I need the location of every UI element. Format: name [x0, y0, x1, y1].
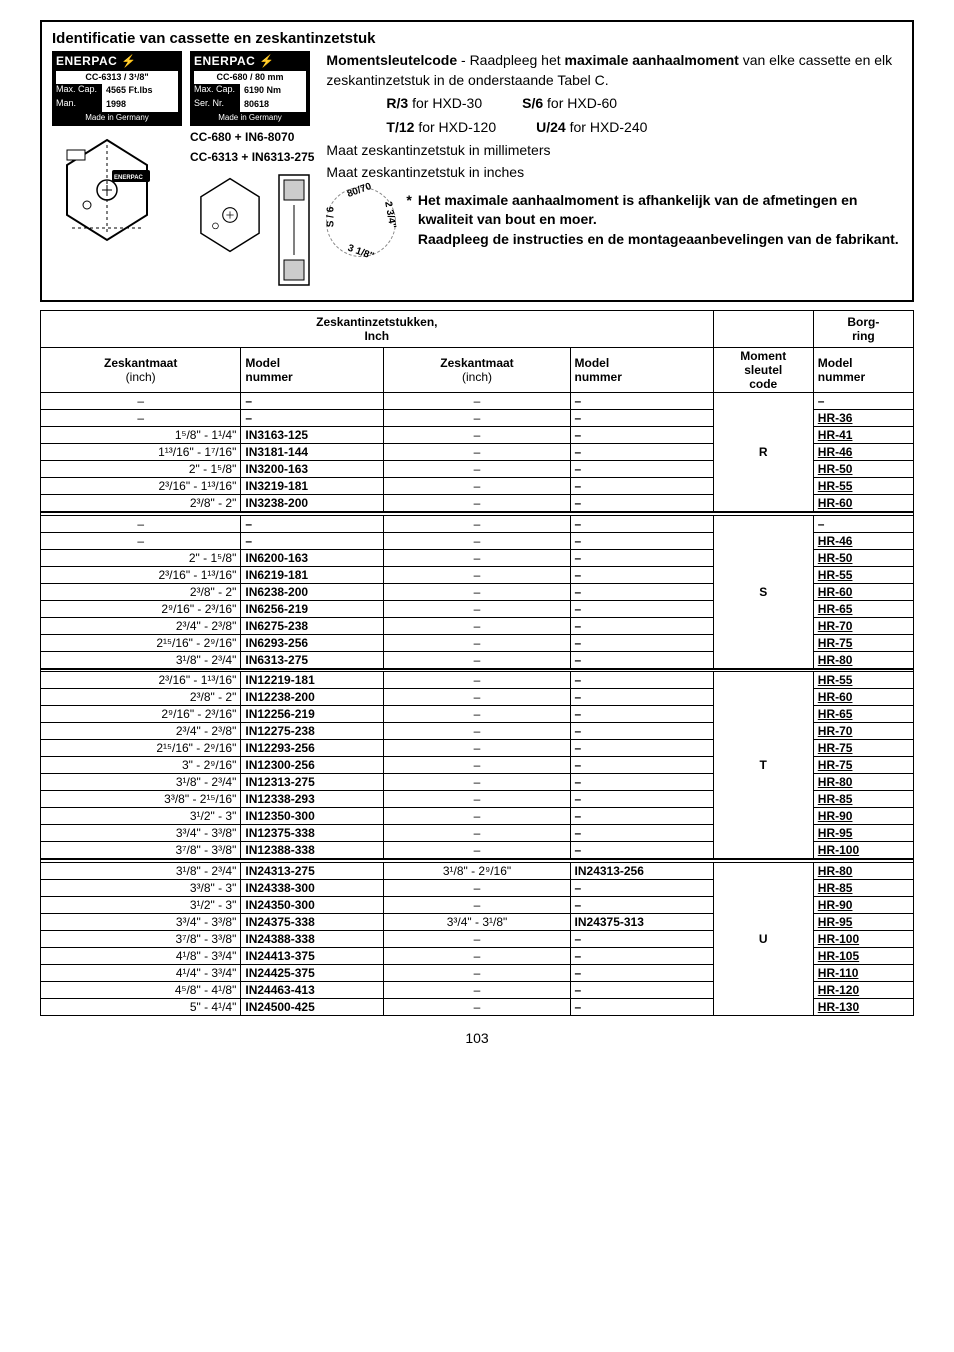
col-zesk-1: Zeskantmaat(inch)	[41, 348, 241, 393]
page-number: 103	[40, 1030, 914, 1046]
inserts-table: Zeskantinzetstukken, Inch Borg- ring Zes…	[40, 310, 914, 1016]
hexagon-diagram-1: ENERPAC	[52, 130, 162, 250]
col-moment: Moment sleutel code	[713, 348, 813, 393]
table-row: ––––R–	[41, 393, 914, 410]
table-row: ––––S–	[41, 515, 914, 532]
col-zesk-2: Zeskantmaat(inch)	[384, 348, 570, 393]
cc-code-2: CC-6313 + IN6313-275	[190, 150, 314, 164]
table-row: 2³/16" - 1¹³/16"IN12219-181––THR-55	[41, 672, 914, 689]
info-column: Momentsleutelcode - Raadpleeg het maxima…	[326, 51, 902, 257]
hexagon-diagram-2	[190, 170, 270, 260]
identification-frame: Identificatie van cassette en zeskantinz…	[40, 20, 914, 302]
svg-text:ENERPAC: ENERPAC	[114, 175, 144, 181]
hdr-zesk: Zeskantinzetstukken, Inch	[41, 311, 714, 348]
socket-diagram	[274, 170, 314, 290]
frame-title: Identificatie van cassette en zeskantinz…	[52, 30, 902, 47]
wrench-codes-2: T/12 for HXD-120 U/24 for HXD-240	[386, 118, 902, 138]
dimension-diagram: 80/70 S / 6 2 3/4" 3 1/8"	[326, 187, 396, 257]
cc-code-1: CC-680 + IN6-8070	[190, 130, 314, 144]
star-note: * Het maximale aanhaalmoment is afhankel…	[406, 191, 902, 250]
wrench-codes: R/3 for HXD-30 S/6 for HXD-60	[386, 94, 902, 114]
labels-and-hex-col: ENERPAC ⚡ CC-6313 / 3¹/8" Max. Cap.4565 …	[52, 51, 314, 290]
col-model-ring: Model nummer	[813, 348, 913, 393]
col-model-2: Model nummer	[570, 348, 713, 393]
hdr-borg: Borg- ring	[813, 311, 913, 348]
enerpac-label-1: ENERPAC ⚡ CC-6313 / 3¹/8" Max. Cap.4565 …	[52, 51, 182, 126]
table-row: 3¹/8" - 2³/4"IN24313-2753¹/8" - 2⁹/16"IN…	[41, 862, 914, 879]
col-model-1: Model nummer	[241, 348, 384, 393]
enerpac-label-2: ENERPAC ⚡ CC-680 / 80 mm Max. Cap.6190 N…	[190, 51, 310, 126]
